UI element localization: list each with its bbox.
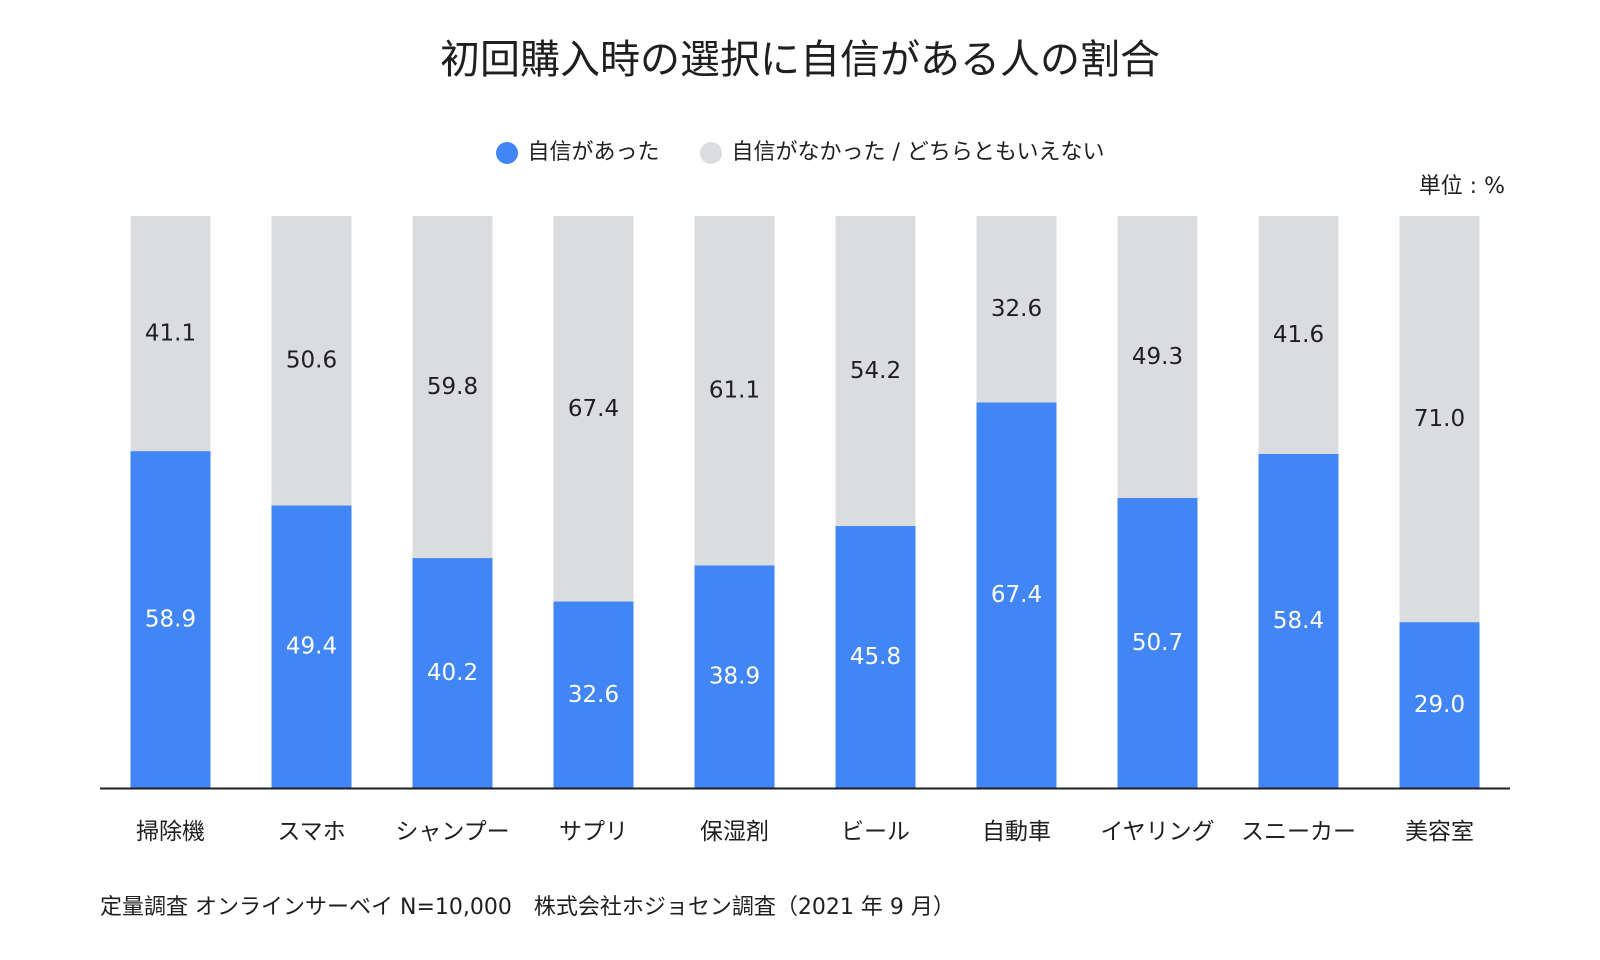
unit-label: 単位 : %	[1418, 174, 1505, 199]
bar-segment-not-confident-1	[130, 216, 211, 452]
data-label-not-confident-9: 41.6	[1273, 322, 1324, 348]
bar-segment-confident-10	[1399, 622, 1480, 788]
data-label-not-confident-8: 49.3	[1132, 344, 1183, 370]
legend-label-not-confident: 自信がなかった / どちらともいえない	[731, 140, 1105, 165]
category-label-2: スマホ	[277, 819, 345, 845]
bar-segment-not-confident-4	[553, 216, 634, 602]
bar-segment-confident-8	[1117, 497, 1198, 788]
category-label-6: ビール	[841, 819, 910, 845]
bar-segment-confident-1	[130, 451, 211, 788]
category-label-8: イヤリング	[1100, 819, 1214, 845]
legend-item-confident: 自信があった	[495, 138, 660, 168]
bar-segment-not-confident-9	[1258, 216, 1339, 454]
data-label-confident-10: 29.0	[1414, 692, 1465, 718]
legend-label-confident: 自信があった	[527, 140, 660, 165]
data-label-confident-4: 32.6	[568, 682, 619, 708]
category-label-4: サプリ	[559, 819, 628, 845]
category-label-9: スニーカー	[1241, 819, 1356, 845]
bar-segment-confident-5	[694, 565, 775, 788]
data-label-confident-3: 40.2	[427, 660, 478, 686]
data-label-not-confident-5: 61.1	[709, 378, 760, 404]
data-label-not-confident-6: 54.2	[850, 358, 901, 384]
data-label-confident-1: 58.9	[145, 607, 196, 633]
category-label-7: 自動車	[982, 819, 1051, 845]
data-label-not-confident-3: 59.8	[427, 374, 478, 400]
bar-segment-not-confident-8	[1117, 216, 1198, 498]
bar-segment-not-confident-7	[976, 216, 1057, 403]
chart-legend: 自信があった 自信がなかった / どちらともいえない	[0, 138, 1600, 168]
bar-segment-confident-4	[553, 601, 634, 788]
bar-segment-not-confident-5	[694, 216, 775, 566]
data-label-not-confident-2: 50.6	[286, 348, 337, 374]
data-label-confident-7: 67.4	[991, 582, 1042, 608]
chart-title: 初回購入時の選択に自信がある人の割合	[440, 37, 1160, 83]
legend-swatch-not-confident	[699, 142, 722, 164]
data-label-confident-5: 38.9	[709, 664, 760, 690]
category-label-3: シャンプー	[395, 819, 509, 845]
category-label-10: 美容室	[1405, 819, 1474, 845]
bar-segment-confident-7	[976, 402, 1057, 788]
bar-segment-confident-9	[1258, 453, 1339, 788]
legend-item-not-confident: 自信がなかった / どちらともいえない	[699, 138, 1105, 168]
data-label-not-confident-1: 41.1	[145, 321, 196, 347]
legend-swatch-confident	[495, 142, 518, 164]
data-label-confident-8: 50.7	[1132, 630, 1183, 656]
bar-segment-not-confident-3	[412, 216, 493, 559]
bar-segment-confident-2	[271, 505, 352, 788]
data-label-not-confident-10: 71.0	[1414, 406, 1465, 432]
data-label-not-confident-7: 32.6	[991, 296, 1042, 322]
category-label-1: 掃除機	[136, 819, 205, 845]
bar-segment-not-confident-2	[271, 216, 352, 506]
data-label-confident-9: 58.4	[1273, 608, 1324, 634]
bar-segment-not-confident-10	[1399, 216, 1480, 623]
footnote: 定量調査 オンラインサーベイ N=10,000 株式会社ホジョセン調査（2021…	[100, 895, 955, 920]
data-label-confident-6: 45.8	[850, 644, 901, 670]
bar-segment-not-confident-6	[835, 216, 916, 527]
data-label-not-confident-4: 67.4	[568, 396, 619, 422]
data-label-confident-2: 49.4	[286, 634, 337, 660]
bar-segment-confident-3	[412, 558, 493, 788]
bar-segment-confident-6	[835, 526, 916, 788]
category-label-5: 保湿剤	[700, 819, 769, 845]
